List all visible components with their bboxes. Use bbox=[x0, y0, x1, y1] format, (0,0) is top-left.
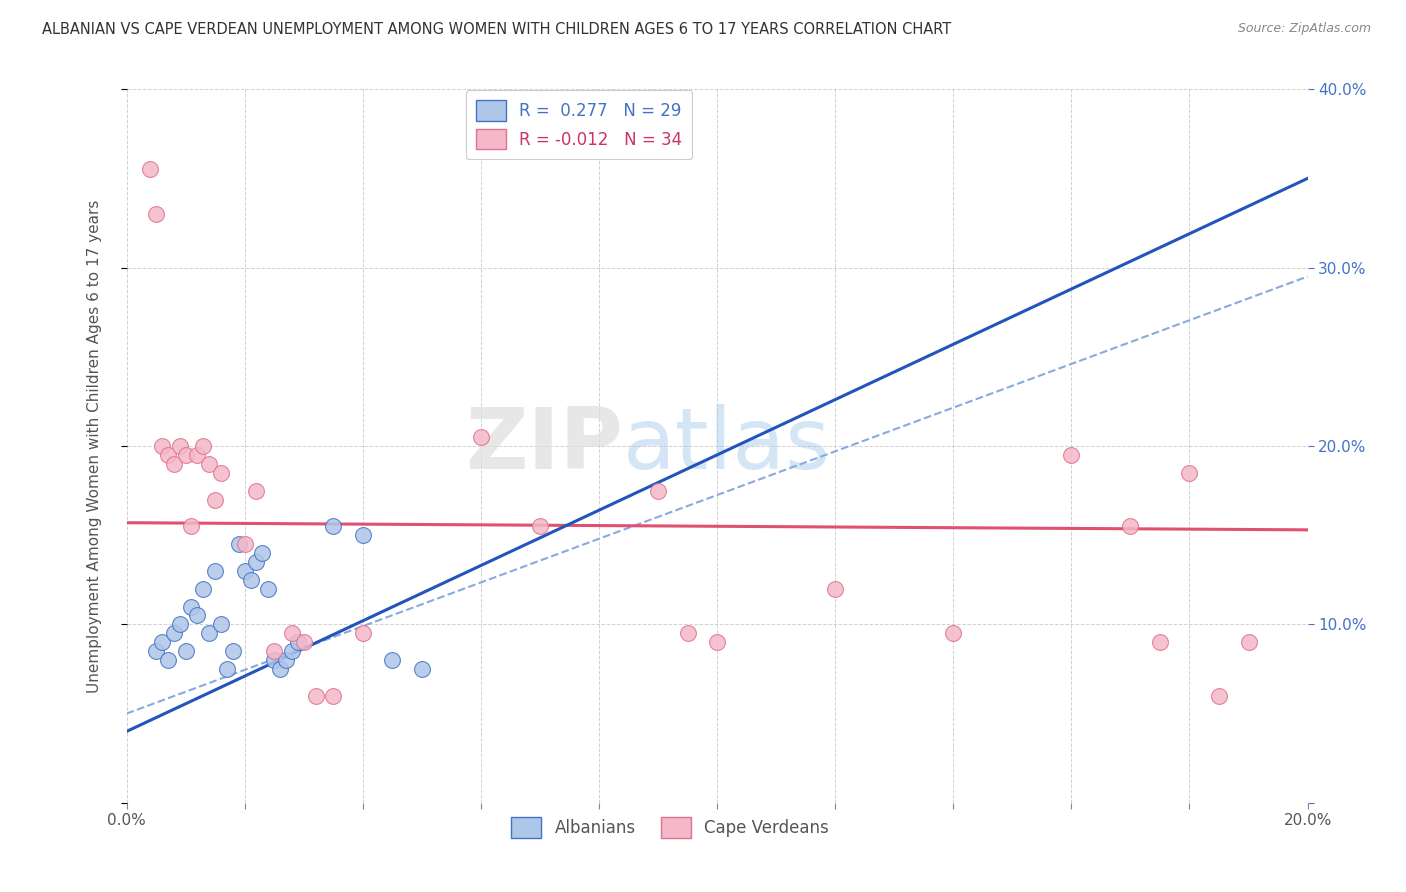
Point bbox=[222, 644, 245, 658]
Point bbox=[174, 448, 197, 462]
Point bbox=[169, 617, 191, 632]
Point bbox=[186, 608, 208, 623]
Point bbox=[180, 599, 202, 614]
Point bbox=[942, 626, 965, 640]
Point bbox=[352, 626, 374, 640]
Point bbox=[174, 644, 197, 658]
Point bbox=[529, 519, 551, 533]
Point bbox=[193, 582, 215, 596]
Point bbox=[304, 689, 326, 703]
Y-axis label: Unemployment Among Women with Children Ages 6 to 17 years: Unemployment Among Women with Children A… bbox=[87, 199, 103, 693]
Point bbox=[1119, 519, 1142, 533]
Point bbox=[292, 635, 315, 649]
Point bbox=[676, 626, 699, 640]
Point bbox=[150, 439, 173, 453]
Point bbox=[1237, 635, 1260, 649]
Point bbox=[193, 439, 215, 453]
Point bbox=[470, 430, 492, 444]
Point bbox=[281, 644, 304, 658]
Point bbox=[163, 457, 186, 471]
Point bbox=[204, 492, 226, 507]
Point bbox=[274, 653, 297, 667]
Point bbox=[198, 457, 221, 471]
Point bbox=[139, 162, 162, 177]
Text: atlas: atlas bbox=[623, 404, 831, 488]
Point bbox=[245, 483, 267, 498]
Point bbox=[1060, 448, 1083, 462]
Point bbox=[281, 626, 304, 640]
Point bbox=[1178, 466, 1201, 480]
Point bbox=[204, 564, 226, 578]
Point bbox=[322, 689, 344, 703]
Point bbox=[352, 528, 374, 542]
Text: ZIP: ZIP bbox=[465, 404, 623, 488]
Point bbox=[706, 635, 728, 649]
Point bbox=[245, 555, 267, 569]
Point bbox=[145, 207, 167, 221]
Point bbox=[239, 573, 262, 587]
Point bbox=[824, 582, 846, 596]
Point bbox=[252, 546, 274, 560]
Point bbox=[263, 644, 285, 658]
Text: ALBANIAN VS CAPE VERDEAN UNEMPLOYMENT AMONG WOMEN WITH CHILDREN AGES 6 TO 17 YEA: ALBANIAN VS CAPE VERDEAN UNEMPLOYMENT AM… bbox=[42, 22, 952, 37]
Text: Source: ZipAtlas.com: Source: ZipAtlas.com bbox=[1237, 22, 1371, 36]
Point bbox=[233, 564, 256, 578]
Point bbox=[263, 653, 285, 667]
Point bbox=[1149, 635, 1171, 649]
Legend: Albanians, Cape Verdeans: Albanians, Cape Verdeans bbox=[505, 811, 835, 845]
Point bbox=[169, 439, 191, 453]
Point bbox=[1208, 689, 1230, 703]
Point bbox=[228, 537, 250, 551]
Point bbox=[180, 519, 202, 533]
Point bbox=[186, 448, 208, 462]
Point bbox=[322, 519, 344, 533]
Point bbox=[156, 448, 179, 462]
Point bbox=[381, 653, 404, 667]
Point bbox=[257, 582, 280, 596]
Point bbox=[209, 466, 232, 480]
Point bbox=[233, 537, 256, 551]
Point bbox=[198, 626, 221, 640]
Point bbox=[150, 635, 173, 649]
Point bbox=[163, 626, 186, 640]
Point bbox=[156, 653, 179, 667]
Point bbox=[215, 662, 238, 676]
Point bbox=[411, 662, 433, 676]
Point bbox=[209, 617, 232, 632]
Point bbox=[269, 662, 291, 676]
Point bbox=[647, 483, 669, 498]
Point bbox=[145, 644, 167, 658]
Point bbox=[287, 635, 309, 649]
